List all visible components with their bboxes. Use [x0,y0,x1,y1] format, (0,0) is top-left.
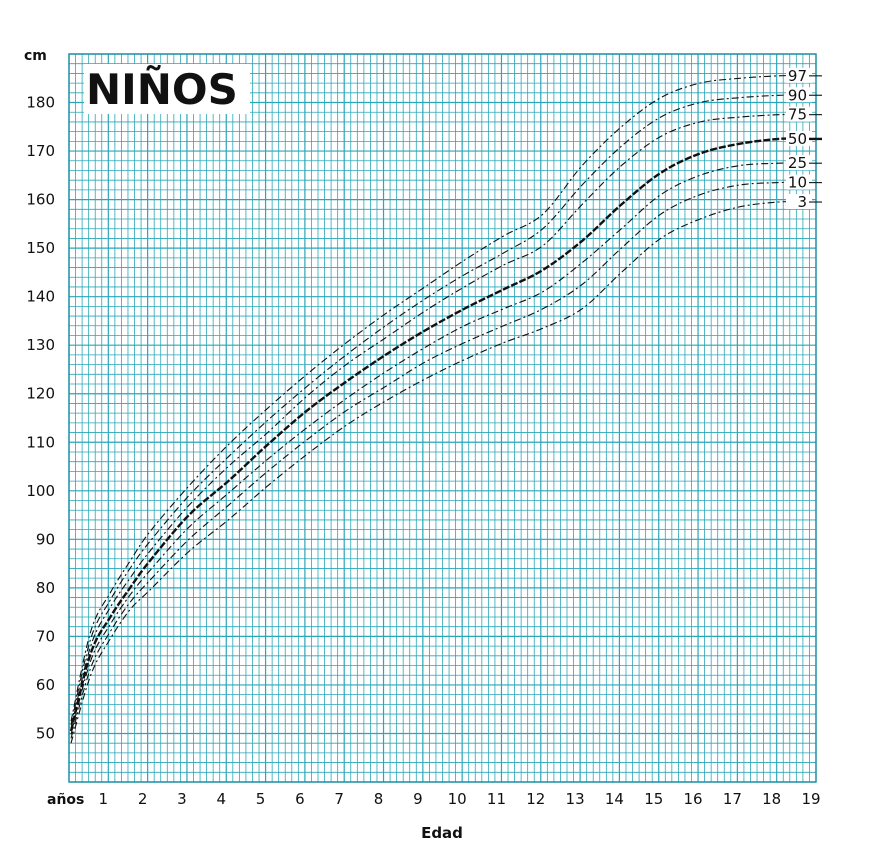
x-tick-labels: 1 2 3 4 5 6 7 8 9 10 11 12 13 14 15 16 17 18 19 [99,790,821,808]
chart-title: NIÑOS [86,64,238,114]
y-tick-label: 70 [36,627,55,645]
percentile-label-50: 50 [788,130,807,148]
y-tick-label: 100 [26,482,55,500]
percentile-label-bg [786,106,812,122]
y-tick-label: 140 [26,288,55,306]
percentile-label-bg [786,194,812,210]
title-background [84,64,250,114]
percentile-label-bg [786,155,812,171]
y-tick-label: 160 [26,191,55,209]
x-tick-label: 2 [138,790,148,808]
y-tick-label: 130 [26,336,55,354]
x-tick-label: 15 [644,790,663,808]
x-tick-label: 17 [723,790,742,808]
percentile-curve-25 [70,162,799,735]
x-tick-label: 5 [256,790,266,808]
percentile-label-bg [786,87,812,103]
x-tick-label: 8 [374,790,384,808]
y-tick-label: 120 [26,385,55,403]
y-tick-labels: 50 60 70 80 90 100 110 120 130 140 150 160 170 180 [26,94,55,743]
percentile-curve-3 [70,201,799,744]
percentile-label-97: 97 [788,67,807,85]
x-axis-label: Edad [421,824,463,842]
y-tick-label: 90 [36,530,55,548]
percentile-label-90: 90 [788,86,807,104]
x-tick-label: 19 [801,790,820,808]
x-tick-label: 10 [448,790,467,808]
x-tick-label: 3 [177,790,187,808]
y-tick-label: 60 [36,676,55,694]
percentile-curve-97 [70,75,799,722]
y-tick-label: 80 [36,579,55,597]
percentile-label-3: 3 [797,193,807,211]
percentile-label-75: 75 [788,106,807,124]
y-tick-label: 170 [26,142,55,160]
x-tick-label: 9 [413,790,423,808]
percentile-curve-10 [70,181,799,739]
x-tick-label: 14 [605,790,624,808]
y-tick-label: 50 [36,724,55,742]
percentile-label-25: 25 [788,154,807,172]
percentile-curve-50 [69,137,799,732]
y-tick-label: 150 [26,239,55,257]
y-axis-unit: cm [24,48,47,64]
percentile-label-bg [786,130,812,146]
x-tick-label: 16 [684,790,703,808]
percentile-label-10: 10 [788,174,807,192]
x-tick-label: 12 [526,790,545,808]
x-tick-label: 4 [216,790,226,808]
plot-border [68,53,817,783]
y-tick-label: 180 [26,94,55,112]
percentile-label-bg [786,67,812,83]
percentile-curve-90 [70,94,799,725]
x-tick-label: 7 [334,790,344,808]
grid-lines [68,53,817,783]
x-tick-label: 13 [566,790,585,808]
x-tick-label: 6 [295,790,305,808]
percentile-curves [69,75,799,744]
y-tick-label: 110 [26,433,55,451]
x-axis-unit: años [47,792,84,808]
x-tick-label: 18 [762,790,781,808]
percentile-label-bg [786,174,812,190]
x-tick-label: 1 [99,790,109,808]
x-tick-label: 11 [487,790,506,808]
